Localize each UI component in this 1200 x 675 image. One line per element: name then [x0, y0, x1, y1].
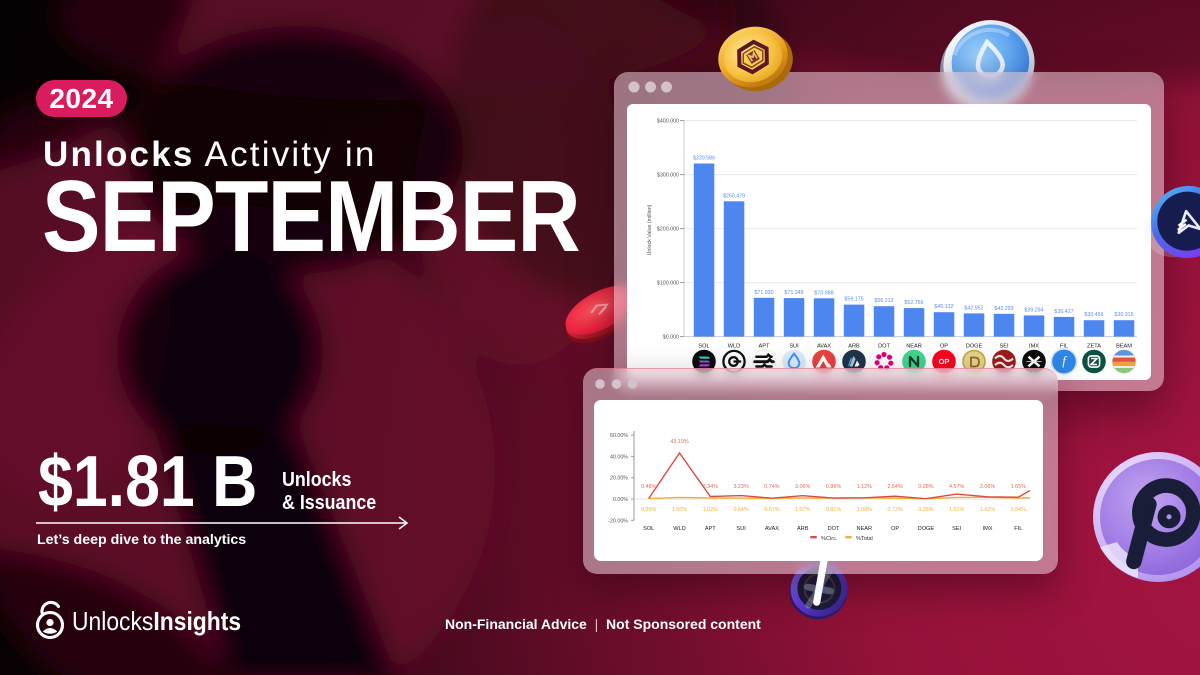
svg-text:BEAM: BEAM: [1116, 344, 1132, 350]
svg-text:0.72%: 0.72%: [887, 507, 902, 513]
svg-text:APT: APT: [759, 344, 770, 350]
svg-text:$0.000: $0.000: [663, 335, 679, 341]
svg-text:APT: APT: [705, 526, 716, 532]
svg-text:ZETA: ZETA: [1087, 344, 1101, 350]
svg-text:OP: OP: [939, 357, 950, 366]
svg-text:f: f: [1062, 353, 1068, 368]
svg-text:1.12%: 1.12%: [857, 484, 872, 490]
svg-text:$400.000: $400.000: [657, 119, 679, 125]
svg-text:%Total: %Total: [856, 536, 873, 542]
svg-text:IMX: IMX: [983, 526, 993, 532]
svg-text:$52.756: $52.756: [904, 300, 923, 306]
svg-text:$100.000: $100.000: [657, 281, 679, 287]
svg-text:AVAX: AVAX: [817, 344, 831, 350]
svg-text:43.19%: 43.19%: [670, 439, 688, 445]
svg-text:SEI: SEI: [952, 526, 961, 532]
svg-text:1.02%: 1.02%: [703, 507, 718, 513]
svg-text:3.23%: 3.23%: [733, 484, 748, 490]
svg-text:$30.315: $30.315: [1114, 312, 1133, 318]
svg-text:0.48%: 0.48%: [641, 484, 656, 490]
svg-text:0.81%: 0.81%: [826, 507, 841, 513]
svg-text:DOGE: DOGE: [918, 526, 935, 532]
svg-text:0.84%: 0.84%: [1011, 507, 1026, 513]
svg-text:0.00%: 0.00%: [613, 497, 628, 503]
svg-text:$42.293: $42.293: [994, 306, 1013, 312]
svg-text:$30.456: $30.456: [1084, 312, 1103, 318]
svg-text:NEAR: NEAR: [906, 344, 922, 350]
svg-text:1.50%: 1.50%: [672, 507, 687, 513]
svg-text:WLD: WLD: [728, 344, 740, 350]
svg-text:FIL: FIL: [1060, 344, 1068, 350]
svg-text:FIL: FIL: [1014, 526, 1022, 532]
svg-text:DOT: DOT: [878, 344, 890, 350]
svg-text:DOGE: DOGE: [966, 344, 983, 350]
svg-text:$56.212: $56.212: [874, 298, 893, 304]
svg-text:0.39%: 0.39%: [641, 507, 656, 513]
svg-text:$71.348: $71.348: [784, 290, 803, 296]
svg-text:NEAR: NEAR: [857, 526, 873, 532]
svg-text:1.51%: 1.51%: [949, 507, 964, 513]
svg-text:1.65%: 1.65%: [1011, 484, 1026, 490]
svg-text:IMX: IMX: [1029, 344, 1039, 350]
svg-text:$300.000: $300.000: [657, 173, 679, 179]
svg-text:SOL: SOL: [698, 344, 709, 350]
svg-text:SUI: SUI: [736, 526, 746, 532]
svg-text:2.34%: 2.34%: [703, 484, 718, 490]
svg-text:1.09%: 1.09%: [857, 507, 872, 513]
svg-text:%Circ.: %Circ.: [821, 536, 838, 542]
svg-text:AVAX: AVAX: [765, 526, 779, 532]
svg-text:SOL: SOL: [643, 526, 654, 532]
svg-text:60.00%: 60.00%: [610, 433, 628, 439]
svg-text:0.28%: 0.28%: [918, 507, 933, 513]
svg-text:2.64%: 2.64%: [887, 484, 902, 490]
svg-text:$71.930: $71.930: [754, 290, 773, 296]
svg-text:$36.427: $36.427: [1054, 309, 1073, 315]
svg-text:SEI: SEI: [999, 344, 1008, 350]
svg-text:OP: OP: [891, 526, 899, 532]
svg-text:$59.175: $59.175: [844, 297, 863, 303]
svg-text:3.06%: 3.06%: [795, 484, 810, 490]
svg-text:4.57%: 4.57%: [949, 484, 964, 490]
svg-text:-20.00%: -20.00%: [608, 518, 628, 524]
svg-text:20.00%: 20.00%: [610, 476, 628, 482]
svg-text:OP: OP: [940, 344, 948, 350]
svg-text:1.62%: 1.62%: [980, 507, 995, 513]
svg-text:$45.132: $45.132: [934, 304, 953, 310]
svg-text:$42.952: $42.952: [964, 305, 983, 311]
svg-text:0.74%: 0.74%: [764, 484, 779, 490]
svg-text:0.67%: 0.67%: [764, 507, 779, 513]
svg-text:$320.586: $320.586: [693, 156, 715, 162]
svg-text:0.86%: 0.86%: [826, 484, 841, 490]
svg-text:0.84%: 0.84%: [733, 507, 748, 513]
svg-text:$39.294: $39.294: [1024, 307, 1043, 313]
svg-text:WLD: WLD: [673, 526, 685, 532]
svg-text:2.06%: 2.06%: [980, 484, 995, 490]
svg-text:$200.000: $200.000: [657, 227, 679, 233]
svg-text:$70.988: $70.988: [814, 290, 833, 296]
svg-text:DOT: DOT: [828, 526, 840, 532]
svg-text:$250.479: $250.479: [723, 193, 745, 199]
svg-text:ARB: ARB: [848, 344, 860, 350]
svg-text:Unlock Value (million): Unlock Value (million): [647, 204, 653, 255]
svg-text:ARB: ARB: [797, 526, 809, 532]
svg-text:SUI: SUI: [789, 344, 799, 350]
svg-text:0.28%: 0.28%: [918, 484, 933, 490]
svg-text:40.00%: 40.00%: [610, 454, 628, 460]
svg-text:1.07%: 1.07%: [795, 507, 810, 513]
